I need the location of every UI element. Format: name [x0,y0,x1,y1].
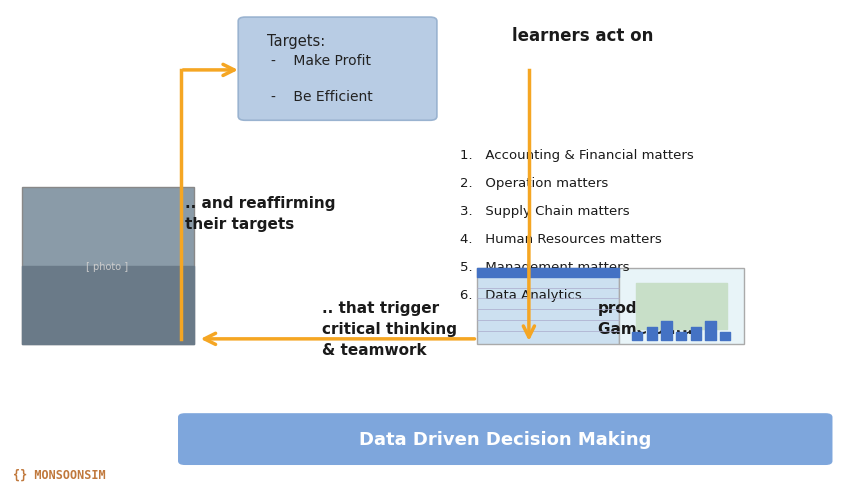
Text: {} MONSOONSIM: {} MONSOONSIM [13,468,106,481]
Text: 1.   Accounting & Financial matters: 1. Accounting & Financial matters [460,149,694,162]
Text: producing
Game Data: producing Game Data [598,300,693,336]
Text: 6.   Data Analytics: 6. Data Analytics [460,288,582,301]
FancyBboxPatch shape [238,18,437,121]
Text: 4.   Human Resources matters: 4. Human Resources matters [460,232,662,245]
Text: 5.   Management matters: 5. Management matters [460,260,630,273]
Text: 3.   Supply Chain matters: 3. Supply Chain matters [460,204,630,218]
Text: learners act on: learners act on [512,27,653,45]
Text: .. and reaffirming
their targets: .. and reaffirming their targets [185,195,335,231]
FancyBboxPatch shape [477,268,619,344]
Text: -    Be Efficient: - Be Efficient [271,90,372,104]
Text: -    Make Profit: - Make Profit [271,54,371,68]
Text: Targets:: Targets: [267,34,325,49]
FancyBboxPatch shape [619,268,744,344]
Text: .. that trigger
critical thinking
& teamwork: .. that trigger critical thinking & team… [322,300,458,357]
Text: 2.   Operation matters: 2. Operation matters [460,177,608,190]
FancyBboxPatch shape [22,188,194,344]
Text: [ photo ]: [ photo ] [87,261,128,271]
Text: Data Driven Decision Making: Data Driven Decision Making [359,430,651,448]
FancyBboxPatch shape [178,413,832,465]
